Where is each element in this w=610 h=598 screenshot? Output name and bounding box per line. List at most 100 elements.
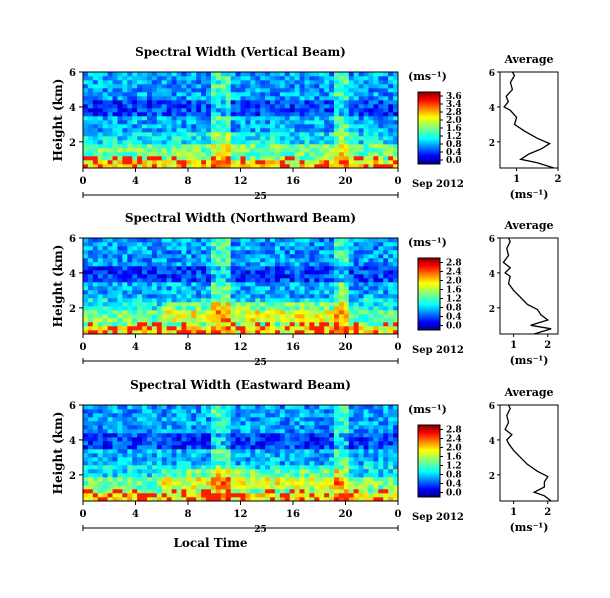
heatmap-cell (373, 108, 379, 113)
heatmap-cell (383, 246, 389, 251)
heatmap-cell (363, 425, 369, 430)
heatmap-cell (151, 318, 158, 323)
heatmap-cell (289, 421, 295, 426)
heatmap-cell (334, 144, 340, 149)
heatmap-cell (279, 433, 286, 438)
heatmap-cell (117, 278, 123, 283)
heatmap-cell (319, 465, 325, 470)
heatmap-cell (353, 405, 359, 410)
heatmap-cell (348, 449, 354, 454)
heatmap-cell (107, 262, 113, 267)
heatmap-cell (274, 429, 281, 434)
heatmap-cell (324, 473, 330, 478)
heatmap-cell (284, 326, 291, 331)
heatmap-cell (378, 429, 384, 434)
heatmap-cell (87, 266, 94, 271)
heatmap-cell (137, 469, 143, 474)
heatmap-cell (299, 290, 305, 295)
heatmap-cell (83, 124, 89, 129)
heatmap-cell (393, 461, 399, 466)
heatmap-cell (220, 449, 227, 454)
heatmap-cell (171, 266, 177, 271)
heatmap-cell (348, 80, 354, 85)
heatmap-cell (102, 76, 108, 81)
heatmap-cell (117, 469, 123, 474)
heatmap-cell (265, 497, 271, 502)
heatmap-cell (206, 318, 212, 323)
heatmap-cell (393, 421, 399, 426)
heatmap-cell (225, 124, 231, 129)
heatmap-cell (373, 298, 379, 303)
heatmap-cell (353, 417, 359, 422)
heatmap-cell (166, 278, 172, 283)
heatmap-cell (289, 282, 295, 287)
heatmap-cell (235, 100, 241, 105)
heatmap-cell (299, 493, 305, 498)
heatmap-cell (368, 92, 374, 97)
heatmap-cell (329, 449, 335, 454)
heatmap-cell (161, 136, 167, 141)
heatmap-cell (373, 465, 379, 470)
heatmap-cell (196, 84, 202, 89)
heatmap-cell (181, 310, 187, 315)
heatmap-cell (191, 298, 197, 303)
heatmap-cell (137, 425, 143, 430)
heatmap-cell (117, 497, 123, 502)
heatmap-cell (319, 80, 325, 85)
heatmap-cell (161, 92, 167, 97)
heatmap-cell (83, 286, 89, 291)
heatmap-cell (230, 433, 236, 438)
heatmap-cell (299, 286, 305, 291)
heatmap-cell (191, 441, 197, 446)
heatmap-cell (215, 80, 222, 85)
heatmap-cell (240, 282, 246, 287)
profile-line (502, 237, 552, 335)
heatmap-cell (378, 437, 384, 442)
heatmap-cell (378, 242, 384, 247)
heatmap-cell (166, 242, 172, 247)
heatmap-cell (201, 116, 207, 121)
heatmap-cell (368, 258, 374, 263)
heatmap-cell (260, 330, 266, 335)
heatmap-cell (210, 80, 217, 85)
heatmap-cell (225, 242, 231, 247)
heatmap-cell (373, 302, 379, 307)
heatmap-cell (102, 258, 108, 263)
heatmap-cell (363, 266, 369, 271)
heatmap-cell (137, 457, 143, 462)
heatmap-cell (329, 140, 335, 145)
heatmap-cell (314, 132, 320, 137)
heatmap-cell (274, 140, 281, 145)
heatmap-cell (299, 112, 305, 117)
heatmap-cell (151, 88, 158, 93)
heatmap-cell (363, 156, 369, 161)
heatmap-cell (270, 124, 276, 129)
heatmap-cell (304, 417, 310, 422)
heatmap-cell (151, 453, 158, 458)
heatmap-cell (304, 136, 310, 141)
heatmap-cell (97, 298, 103, 303)
heatmap-cell (338, 152, 345, 157)
heatmap-cell (87, 481, 94, 486)
heatmap-cell (107, 497, 113, 502)
heatmap-cell (304, 258, 310, 263)
heatmap-cell (289, 160, 295, 165)
heatmap-cell (181, 449, 187, 454)
heatmap-cell (186, 274, 192, 279)
heatmap-cell (294, 413, 300, 418)
heatmap-cell (186, 72, 192, 77)
heatmap-cell (220, 286, 227, 291)
heatmap-cell (146, 88, 153, 93)
heatmap-cell (255, 242, 261, 247)
heatmap-cell (284, 477, 291, 482)
heatmap-cell (112, 116, 118, 121)
heatmap-cell (97, 76, 103, 81)
heatmap-cell (127, 242, 133, 247)
heatmap-cell (348, 405, 354, 410)
heatmap-cell (186, 481, 192, 486)
heatmap-cell (146, 262, 153, 267)
heatmap-cell (156, 104, 163, 109)
heatmap-cell (289, 409, 295, 414)
heatmap-cell (240, 242, 246, 247)
heatmap-cell (181, 242, 187, 247)
